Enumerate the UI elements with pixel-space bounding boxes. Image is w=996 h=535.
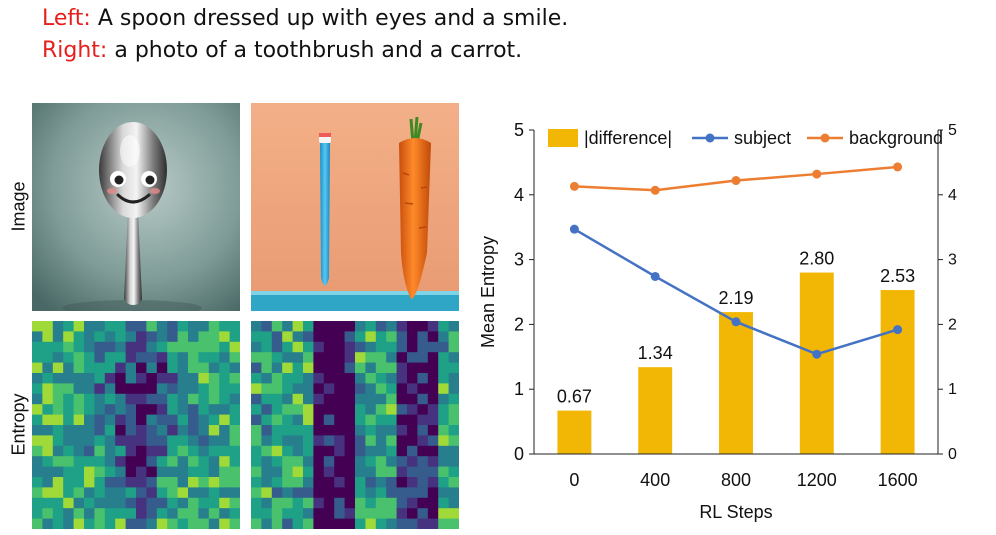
legend-label-background: background [849,128,943,148]
x-tick-label: 400 [640,470,670,490]
point-background [893,162,903,172]
point-background [650,185,660,195]
y2-tick-label: 2 [948,316,957,333]
bar-value-label: 1.34 [638,343,673,363]
bar-difference [799,272,834,454]
row-label-image: Image [8,181,29,232]
point-subject [731,317,741,327]
bar-difference [719,312,753,454]
point-subject [812,349,822,359]
x-tick-label: 0 [569,470,579,490]
point-background [731,176,741,186]
bar-value-label: 2.80 [799,249,834,269]
point-subject [893,325,903,335]
caption-right-text: a photo of a toothbrush and a carrot. [114,38,523,63]
y2-tick-label: 1 [948,381,957,398]
y-tick-label: 4 [514,185,524,205]
legend-label-difference: |difference| [584,128,672,148]
legend-marker-background [820,133,830,143]
y-tick-label: 1 [514,379,524,399]
entropy-map-right [251,321,459,529]
spoon-image [32,103,240,311]
caption-left-tag: Left: [42,6,91,31]
bar-value-label: 2.19 [718,288,753,308]
y-axis-label: Mean Entropy [478,236,498,348]
point-subject [650,271,660,281]
x-tick-label: 1600 [878,470,918,490]
bar-value-label: 0.67 [557,387,592,407]
y-tick-label: 2 [514,314,524,334]
caption-right: Right: a photo of a toothbrush and a car… [42,38,522,63]
x-axis-label: RL Steps [699,502,772,522]
point-background [569,181,579,191]
entropy-chart: 0.67 1.34 2.19 2.80 2.53 0 1 2 3 4 5 0 1 2 3 4 5 0 400 800… [478,120,957,522]
toothbrush-carrot-image [251,103,459,311]
caption-left: Left: A spoon dressed up with eyes and a… [42,6,568,31]
legend-label-subject: subject [734,128,791,148]
x-tick-label: 800 [721,470,751,490]
bar-difference [638,367,673,454]
bar-difference [557,410,592,454]
row-label-entropy: Entropy [8,393,29,456]
y-tick-label: 3 [514,250,524,270]
point-subject [569,224,579,234]
y2-tick-label: 5 [948,122,957,139]
x-tick-label: 1200 [797,470,837,490]
bar-difference [880,290,915,454]
point-background [812,169,822,179]
y2-tick-label: 0 [948,446,957,463]
y2-tick-label: 3 [948,252,957,269]
caption-right-tag: Right: [42,38,108,63]
legend-swatch-difference [548,129,578,147]
y-tick-label: 5 [514,120,524,140]
entropy-map-left [32,321,240,529]
legend-marker-subject [705,133,715,143]
caption-left-text: A spoon dressed up with eyes and a smile… [97,6,569,31]
bar-value-label: 2.53 [880,266,915,286]
y2-tick-label: 4 [948,187,957,204]
y-tick-label: 0 [514,444,524,464]
